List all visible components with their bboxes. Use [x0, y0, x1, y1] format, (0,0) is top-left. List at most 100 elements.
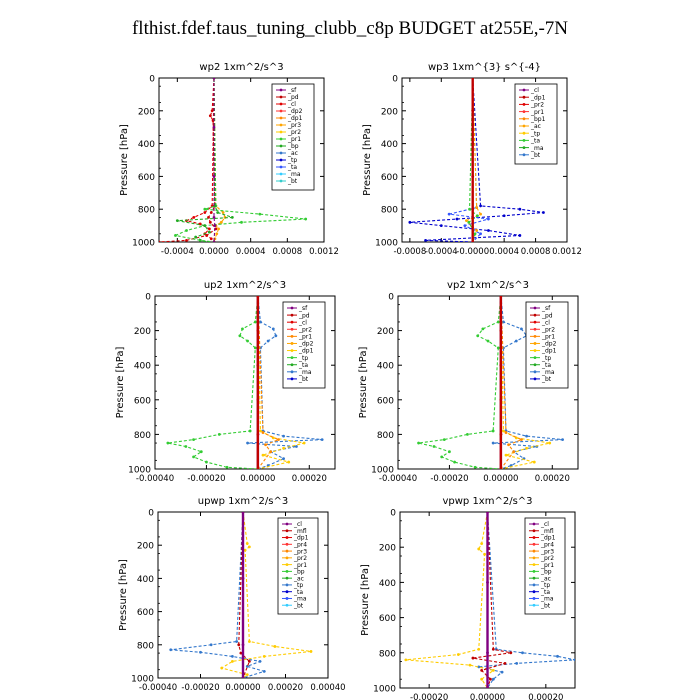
legend-box: [525, 301, 569, 389]
legend-marker: [285, 549, 289, 553]
legend-label: _ma: [298, 369, 312, 376]
data-point: [432, 445, 436, 448]
legend-label: _dp1: [293, 535, 309, 542]
legend-label: _pr1: [298, 334, 312, 341]
data-point: [256, 467, 260, 469]
legend-marker: [279, 151, 283, 155]
legend-marker: [533, 377, 537, 381]
x-tick-label: 0.0004: [236, 247, 266, 257]
legend-marker: [279, 137, 283, 141]
data-point: [496, 346, 500, 350]
data-point: [424, 238, 427, 242]
x-tick-label: 0.00020: [535, 474, 570, 484]
y-tick-label: 0: [145, 293, 151, 303]
legend-label: _tp: [530, 130, 540, 137]
x-tick-label: -0.0004: [161, 247, 194, 257]
legend-marker: [285, 556, 289, 560]
x-tick-label: -0.0004: [425, 247, 458, 257]
chart-title: upwp 1xm^2/s^3: [198, 496, 288, 507]
data-point: [479, 204, 482, 208]
data-point: [243, 548, 247, 552]
legend-marker: [285, 597, 289, 600]
legend-label: _pr2: [541, 326, 555, 333]
data-point: [302, 441, 306, 445]
legend-marker: [290, 327, 294, 331]
x-tick-label: -0.00020: [410, 693, 448, 700]
data-point: [266, 339, 270, 343]
chart-panel-3: up2 1xm^2/s^3 Pressure [hPa] 0 200 400 600 800…: [115, 280, 336, 484]
legend-marker: [533, 363, 537, 367]
data-point: [210, 109, 214, 113]
legend-label: _bp: [540, 569, 552, 576]
data-point: [502, 429, 505, 433]
legend-label: _sf: [287, 87, 297, 94]
legend-label: _tp: [287, 157, 297, 164]
data-point: [199, 450, 203, 454]
data-point: [216, 211, 220, 214]
y-tick-label: 200: [134, 327, 151, 337]
legend-label: _bt: [287, 178, 298, 185]
legend-marker: [532, 536, 536, 539]
legend-label: _bt: [541, 376, 552, 383]
x-tick-label: 0.0008: [521, 247, 551, 257]
y-axis-label: Pressure [hPa]: [358, 347, 369, 419]
x-tick-label: -0.0000: [456, 247, 489, 257]
data-point: [486, 581, 489, 584]
legend-marker: [532, 529, 536, 533]
x-tick-label: 0.00000: [240, 474, 275, 484]
y-tick-label: 200: [377, 327, 394, 337]
data-point: [241, 327, 244, 331]
legend-marker: [533, 370, 537, 374]
legend-label: _ta: [540, 589, 550, 596]
data-point: [500, 670, 504, 674]
data-point: [213, 224, 217, 228]
data-point: [503, 661, 507, 665]
data-point: [525, 446, 528, 450]
y-tick-label: 0: [390, 509, 396, 519]
legend-marker: [533, 342, 537, 345]
x-tick-label: -0.00020: [430, 474, 468, 484]
legend-label: _dp1: [298, 348, 314, 355]
data-point: [212, 175, 216, 178]
legend-marker: [532, 583, 536, 587]
legend-marker: [533, 334, 537, 338]
data-point: [486, 512, 489, 514]
series-group: [169, 512, 313, 678]
x-tick-label: 0.00020: [292, 474, 327, 484]
series-line-dp2: [500, 296, 523, 469]
data-point: [205, 460, 208, 464]
legend-label: _bp1: [530, 116, 546, 123]
data-point: [256, 296, 260, 298]
plot-frame: [154, 295, 336, 470]
data-point: [504, 431, 508, 435]
legend-label: _pr2: [293, 555, 307, 562]
data-point: [258, 660, 262, 663]
series-line-bp: [173, 78, 306, 242]
data-point: [221, 211, 225, 214]
y-tick-label: 600: [377, 396, 394, 406]
y-tick-label: 1000: [375, 239, 398, 249]
legend-label: _dp1: [541, 348, 557, 355]
data-point: [491, 677, 495, 681]
data-point: [273, 645, 277, 648]
data-point: [491, 647, 495, 651]
legend-marker: [533, 327, 537, 331]
legend-marker: [279, 102, 283, 106]
legend-label: _tp: [293, 582, 303, 589]
data-point: [262, 655, 266, 658]
data-point: [491, 429, 495, 433]
legend-marker: [285, 536, 289, 539]
legend-marker: [279, 165, 283, 169]
data-point: [509, 651, 513, 655]
data-point: [520, 327, 523, 331]
legend-marker: [285, 583, 289, 587]
legend-marker: [533, 313, 537, 317]
legend-marker: [532, 556, 536, 560]
data-point: [256, 398, 260, 402]
data-point: [487, 217, 490, 221]
legend-label: _ac: [287, 150, 298, 157]
data-point: [304, 217, 308, 221]
chart-title: vp2 1xm^2/s^3: [447, 280, 529, 291]
legend-label: _pr4: [293, 542, 307, 549]
data-point: [256, 433, 260, 436]
